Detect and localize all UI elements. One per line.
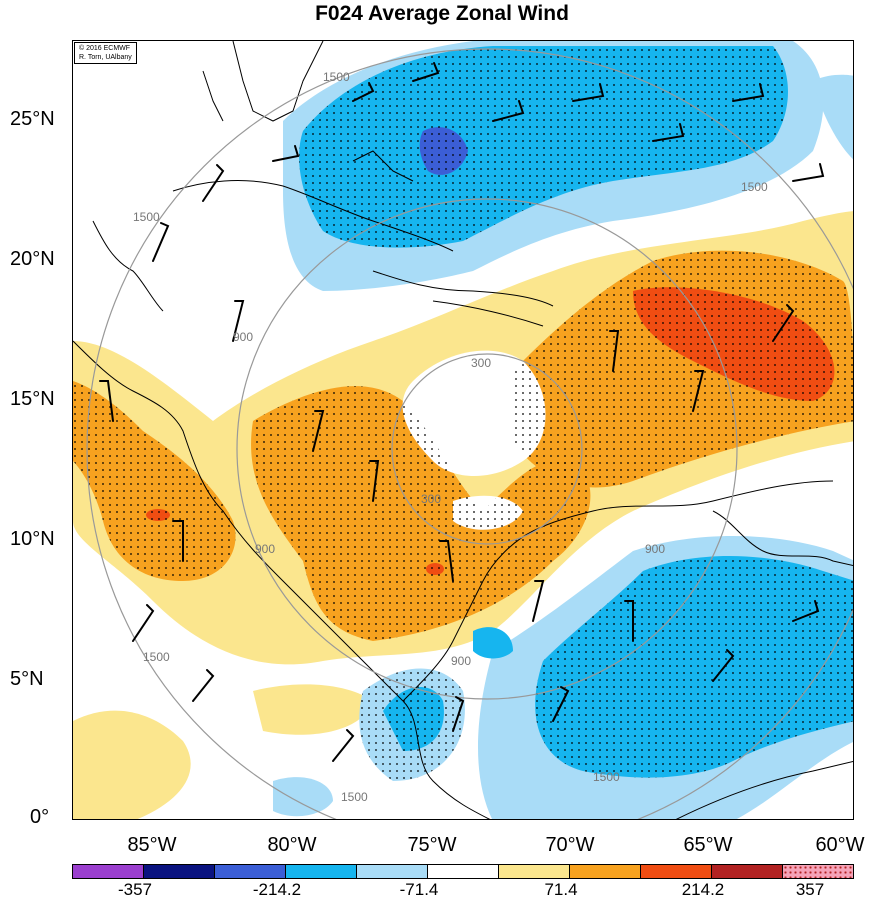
colorbar-tick-3: -71.4 [399,880,439,899]
negative-wind-area-patch [473,627,513,659]
negative-wind-area-light-sw [273,777,333,817]
ring-label-300-south: 300 [421,492,441,506]
lon-label-70w: 70°W [545,834,595,856]
range-ring-labels: 300 300 900 900 900 900 1500 1500 1500 1… [133,70,768,804]
ring-label-1500-se: 1500 [593,770,620,784]
stippling-north [299,46,788,248]
positive-wind-area-light-s [253,684,373,735]
stippling-east [513,250,853,488]
colorbar-bin-8 [570,865,641,878]
colorbar [72,864,854,879]
ring-label-900-nw: 900 [233,330,253,344]
ring-label-900-e: 900 [645,542,665,556]
ring-label-1500-n: 1500 [323,70,350,84]
ring-label-1500-ne: 1500 [741,180,768,194]
lon-label-60w: 60°W [815,834,865,856]
colorbar-bin-10 [712,865,783,878]
lat-label-15n: 15°N [10,388,55,410]
map-title: F024 Average Zonal Wind [315,2,569,25]
ring-label-1500-s: 1500 [341,790,368,804]
colorbar-bin-2 [144,865,215,878]
colorbar-bin-4 [286,865,357,878]
colorbar-bin-11 [783,865,853,878]
ring-label-900-s: 900 [451,654,471,668]
colorbar-tick-4: 71.4 [544,880,578,899]
map-plot-area: 300 300 900 900 900 900 1500 1500 1500 1… [72,40,854,820]
negative-wind-area-light-far-east [813,74,853,160]
colorbar-tick-5: 214.2 [681,880,725,899]
lon-label-65w: 65°W [683,834,733,856]
stippling-central [251,386,591,641]
coastlines [73,41,853,819]
ring-label-300-north: 300 [471,356,491,370]
range-rings [86,48,853,819]
colorbar-bin-5 [357,865,428,878]
author-text: R. Torn, UAlbany [79,54,132,61]
colorbar-tick-6: 357 [795,880,825,899]
wind-barbs [99,62,825,762]
positive-wind-area-light-sw [73,710,191,819]
stippling-west [73,381,236,581]
map-canvas: 300 300 900 900 900 900 1500 1500 1500 1… [73,41,853,819]
colorbar-bin-3 [215,865,286,878]
ring-label-1500-sw: 1500 [143,650,170,664]
stippling-southeast [535,556,853,778]
colorbar-bin-7 [499,865,570,878]
range-ring-300 [391,353,583,545]
colorbar-bin-6 [428,865,499,878]
ring-label-1500-w: 1500 [133,210,160,224]
weak-wind-center [402,350,546,476]
colorbar-tick-1: -357 [117,880,153,899]
range-ring-900 [236,198,738,700]
copyright-text: © 2016 ECMWF [79,45,131,52]
lon-label-80w: 80°W [267,834,317,856]
credit-box: © 2016 ECMWF R. Torn, UAlbany [74,42,137,64]
lat-label-10n: 10°N [10,528,55,550]
lat-label-5n: 5°N [10,668,44,690]
lat-label-20n: 20°N [10,248,55,270]
ring-label-900-w: 900 [255,542,275,556]
colorbar-bin-9 [641,865,712,878]
range-ring-1500 [86,48,853,819]
lon-label-75w: 75°W [407,834,457,856]
stippling-south [359,668,465,781]
lat-label-0: 0° [30,806,50,828]
lat-label-25n: 25°N [10,108,55,130]
colorbar-tick-2: -214.2 [252,880,302,899]
lon-label-85w: 85°W [127,834,177,856]
colorbar-bin-1 [73,865,144,878]
